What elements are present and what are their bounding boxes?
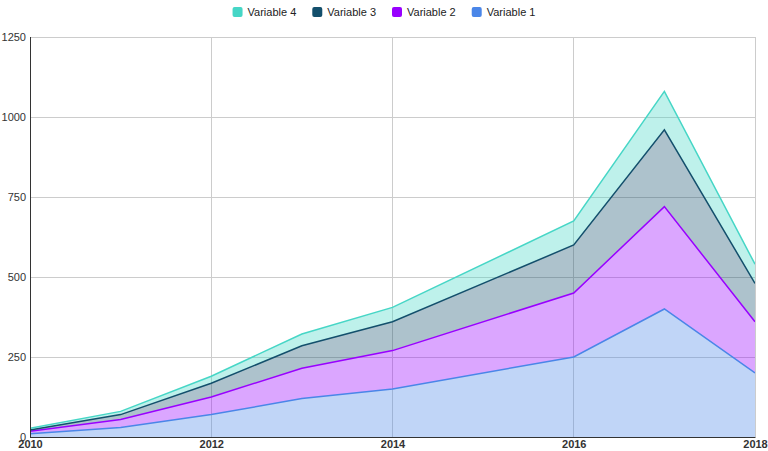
y-tick: 750: [8, 191, 30, 203]
legend-label: Variable 2: [407, 6, 456, 18]
chart: 02505007501000125020102012201420162018Va…: [0, 0, 768, 451]
legend-swatch: [472, 7, 482, 17]
x-tick-label: 2014: [381, 438, 406, 450]
x-tick-label: 2012: [200, 438, 224, 450]
y-tick-label: 500: [8, 271, 26, 283]
x-tick-label: 2010: [18, 438, 42, 450]
y-tick-label: 750: [8, 191, 26, 203]
legend-swatch: [392, 7, 402, 17]
x-tick: 2010: [18, 437, 42, 450]
legend-swatch: [312, 7, 322, 17]
x-tick: 2018: [743, 437, 767, 450]
area-line: [30, 130, 755, 430]
legend: Variable 4 Variable 3 Variable 2 Variable 1: [233, 6, 536, 18]
area: [30, 130, 755, 431]
y-tick-label: 250: [8, 351, 26, 363]
legend-item: Variable 4: [233, 6, 297, 18]
x-tick-label: 2018: [743, 438, 767, 450]
x-axis: 2010 2012 2014 2016 2018: [18, 437, 767, 450]
x-tick: 2014: [381, 437, 406, 450]
legend-swatch: [233, 7, 243, 17]
legend-label: Variable 4: [248, 6, 297, 18]
y-tick-label: 1000: [2, 111, 26, 123]
legend-item: Variable 3: [312, 6, 376, 18]
y-tick: 1000: [2, 111, 30, 123]
legend-item: Variable 2: [392, 6, 456, 18]
x-tick-label: 2016: [562, 438, 586, 450]
grid-line-x: [30, 37, 31, 437]
plot-area: [30, 91, 755, 437]
y-tick: 500: [8, 271, 30, 283]
area-line: [30, 207, 755, 432]
x-tick: 2012: [200, 437, 224, 450]
area: [30, 91, 755, 430]
legend-label: Variable 1: [487, 6, 536, 18]
y-tick: 1250: [2, 31, 30, 43]
x-tick: 2016: [562, 437, 586, 450]
y-axis: 025050075010001250: [2, 31, 31, 443]
y-tick-label: 1250: [2, 31, 26, 43]
y-axis-line: [30, 38, 31, 438]
area-line: [30, 91, 755, 428]
legend-label: Variable 3: [327, 6, 376, 18]
y-tick: 250: [8, 351, 30, 363]
grid: [30, 37, 755, 437]
legend-item: Variable 1: [472, 6, 536, 18]
